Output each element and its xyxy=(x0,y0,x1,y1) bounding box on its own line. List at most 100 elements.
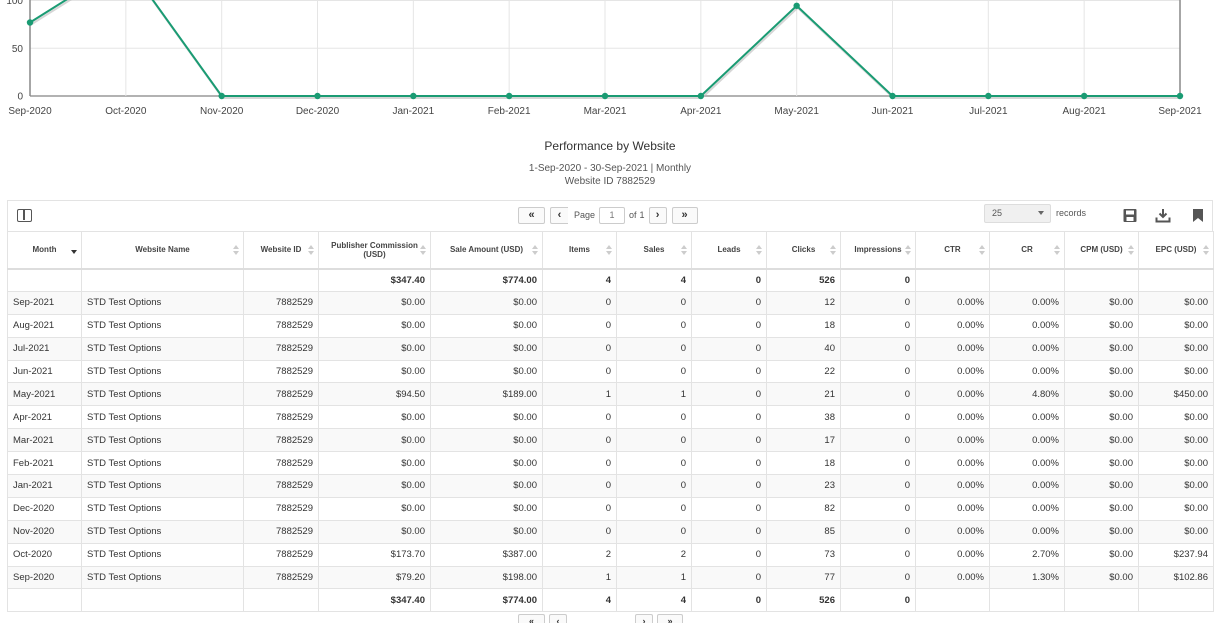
bottom-prev-page-button[interactable]: ‹ xyxy=(549,614,567,623)
table-cell[interactable]: 0 xyxy=(691,496,767,521)
page-number-input[interactable]: 1 xyxy=(599,206,626,224)
table-cell[interactable]: 0 xyxy=(542,290,617,315)
column-header[interactable]: Clicks xyxy=(766,231,841,270)
column-header[interactable]: Impressions xyxy=(840,231,916,270)
table-cell: STD Test Options xyxy=(81,313,244,338)
column-header[interactable]: CTR xyxy=(915,231,990,270)
table-cell[interactable]: Feb-2021 xyxy=(7,451,82,476)
column-header[interactable]: Leads xyxy=(691,231,767,270)
table-cell: $0.00 xyxy=(318,313,431,338)
table-cell[interactable]: 0 xyxy=(616,474,692,498)
table-cell[interactable]: Jan-2021 xyxy=(7,474,82,498)
next-page-button[interactable]: › xyxy=(648,206,667,224)
table-cell[interactable]: 0 xyxy=(542,428,617,453)
table-cell[interactable]: 0 xyxy=(691,382,767,407)
table-cell: $0.00 xyxy=(1064,382,1139,407)
table-cell[interactable]: Aug-2021 xyxy=(7,313,82,338)
table-cell[interactable]: Sep-2021 xyxy=(7,290,82,315)
table-cell[interactable]: 0 xyxy=(542,313,617,338)
table-cell[interactable]: 0 xyxy=(542,405,617,430)
table-cell: $347.40 xyxy=(318,268,431,292)
records-per-page-select[interactable]: 25 xyxy=(984,204,1051,223)
table-cell[interactable]: Sep-2020 xyxy=(7,565,82,590)
table-cell[interactable]: 0 xyxy=(616,359,692,384)
table-cell[interactable]: 0 xyxy=(616,290,692,315)
table-cell[interactable]: 0 xyxy=(691,542,767,567)
table-cell[interactable]: Apr-2021 xyxy=(7,405,82,430)
bottom-first-page-button[interactable]: « xyxy=(518,614,545,623)
table-cell: 0.00% xyxy=(915,519,990,544)
table-cell[interactable]: 0 xyxy=(616,428,692,453)
table-cell[interactable]: 0 xyxy=(542,336,617,361)
table-cell: 7882529 xyxy=(243,542,319,567)
column-header[interactable]: Sale Amount (USD) xyxy=(430,231,543,270)
table-cell[interactable]: 0 xyxy=(691,336,767,361)
table-cell[interactable]: Nov-2020 xyxy=(7,519,82,544)
table-cell[interactable]: Oct-2020 xyxy=(7,542,82,567)
columns-icon[interactable] xyxy=(17,209,32,222)
table-cell[interactable]: 0 xyxy=(616,519,692,544)
table-cell[interactable]: 0 xyxy=(616,313,692,338)
table-cell[interactable]: May-2021 xyxy=(7,382,82,407)
table-cell[interactable]: 1 xyxy=(542,382,617,407)
table-cell[interactable]: 2 xyxy=(542,542,617,567)
table-cell xyxy=(989,588,1065,613)
table-cell: $94.50 xyxy=(318,382,431,407)
table-cell[interactable]: 0 xyxy=(691,359,767,384)
table-cell[interactable]: Jun-2021 xyxy=(7,359,82,384)
last-page-button[interactable]: » xyxy=(671,206,698,224)
first-page-button[interactable]: « xyxy=(518,206,545,224)
sort-icon xyxy=(1202,245,1209,255)
column-header[interactable]: CPM (USD) xyxy=(1064,231,1139,270)
table-cell[interactable]: 0 xyxy=(691,313,767,338)
save-icon[interactable] xyxy=(1122,208,1138,223)
column-header[interactable]: Website Name xyxy=(81,231,244,270)
table-cell[interactable]: 0 xyxy=(691,451,767,476)
table-cell[interactable]: Dec-2020 xyxy=(7,496,82,521)
column-header[interactable]: Website ID xyxy=(243,231,319,270)
bottom-next-page-button[interactable]: › xyxy=(635,614,653,623)
table-cell[interactable]: 0 xyxy=(542,496,617,521)
table-cell: 4 xyxy=(542,588,617,613)
table-cell[interactable]: 0 xyxy=(691,405,767,430)
table-cell: 0.00% xyxy=(989,290,1065,315)
column-header[interactable]: Sales xyxy=(616,231,692,270)
prev-page-button[interactable]: ‹ xyxy=(550,206,568,224)
table-cell[interactable]: 1 xyxy=(616,565,692,590)
table-cell: 7882529 xyxy=(243,382,319,407)
table-cell: $450.00 xyxy=(1138,382,1214,407)
table-cell[interactable]: 0 xyxy=(542,474,617,498)
column-header[interactable]: Month xyxy=(7,231,82,270)
table-cell: 0 xyxy=(840,382,916,407)
download-icon[interactable] xyxy=(1155,208,1171,223)
table-cell: 0 xyxy=(840,336,916,361)
table-cell[interactable]: 0 xyxy=(616,405,692,430)
bookmark-icon[interactable] xyxy=(1190,208,1206,223)
table-cell[interactable]: 0 xyxy=(691,474,767,498)
table-cell[interactable]: 2 xyxy=(616,542,692,567)
table-cell[interactable]: 0 xyxy=(691,519,767,544)
table-cell[interactable]: 0 xyxy=(691,428,767,453)
column-header[interactable]: Publisher Commission (USD) xyxy=(318,231,431,270)
table-cell[interactable]: 1 xyxy=(616,382,692,407)
table-cell[interactable]: 0 xyxy=(542,451,617,476)
column-header[interactable]: EPC (USD) xyxy=(1138,231,1214,270)
table-cell: 4 xyxy=(616,268,692,292)
data-point xyxy=(26,19,34,26)
table-cell: $0.00 xyxy=(318,336,431,361)
table-cell[interactable]: 1 xyxy=(542,565,617,590)
table-cell[interactable]: 0 xyxy=(616,336,692,361)
table-cell[interactable]: 0 xyxy=(542,519,617,544)
table-cell[interactable]: Jul-2021 xyxy=(7,336,82,361)
table-cell[interactable]: 0 xyxy=(616,496,692,521)
table-cell[interactable]: 0 xyxy=(542,359,617,384)
table-cell[interactable]: 0 xyxy=(691,290,767,315)
table-cell[interactable]: 0 xyxy=(691,565,767,590)
table-cell[interactable]: 0 xyxy=(616,451,692,476)
data-point xyxy=(1080,92,1088,100)
bottom-last-page-button[interactable]: » xyxy=(657,614,683,623)
column-header[interactable]: CR xyxy=(989,231,1065,270)
table-cell[interactable]: Mar-2021 xyxy=(7,428,82,453)
table-cell: 0.00% xyxy=(915,382,990,407)
column-header[interactable]: Items xyxy=(542,231,617,270)
